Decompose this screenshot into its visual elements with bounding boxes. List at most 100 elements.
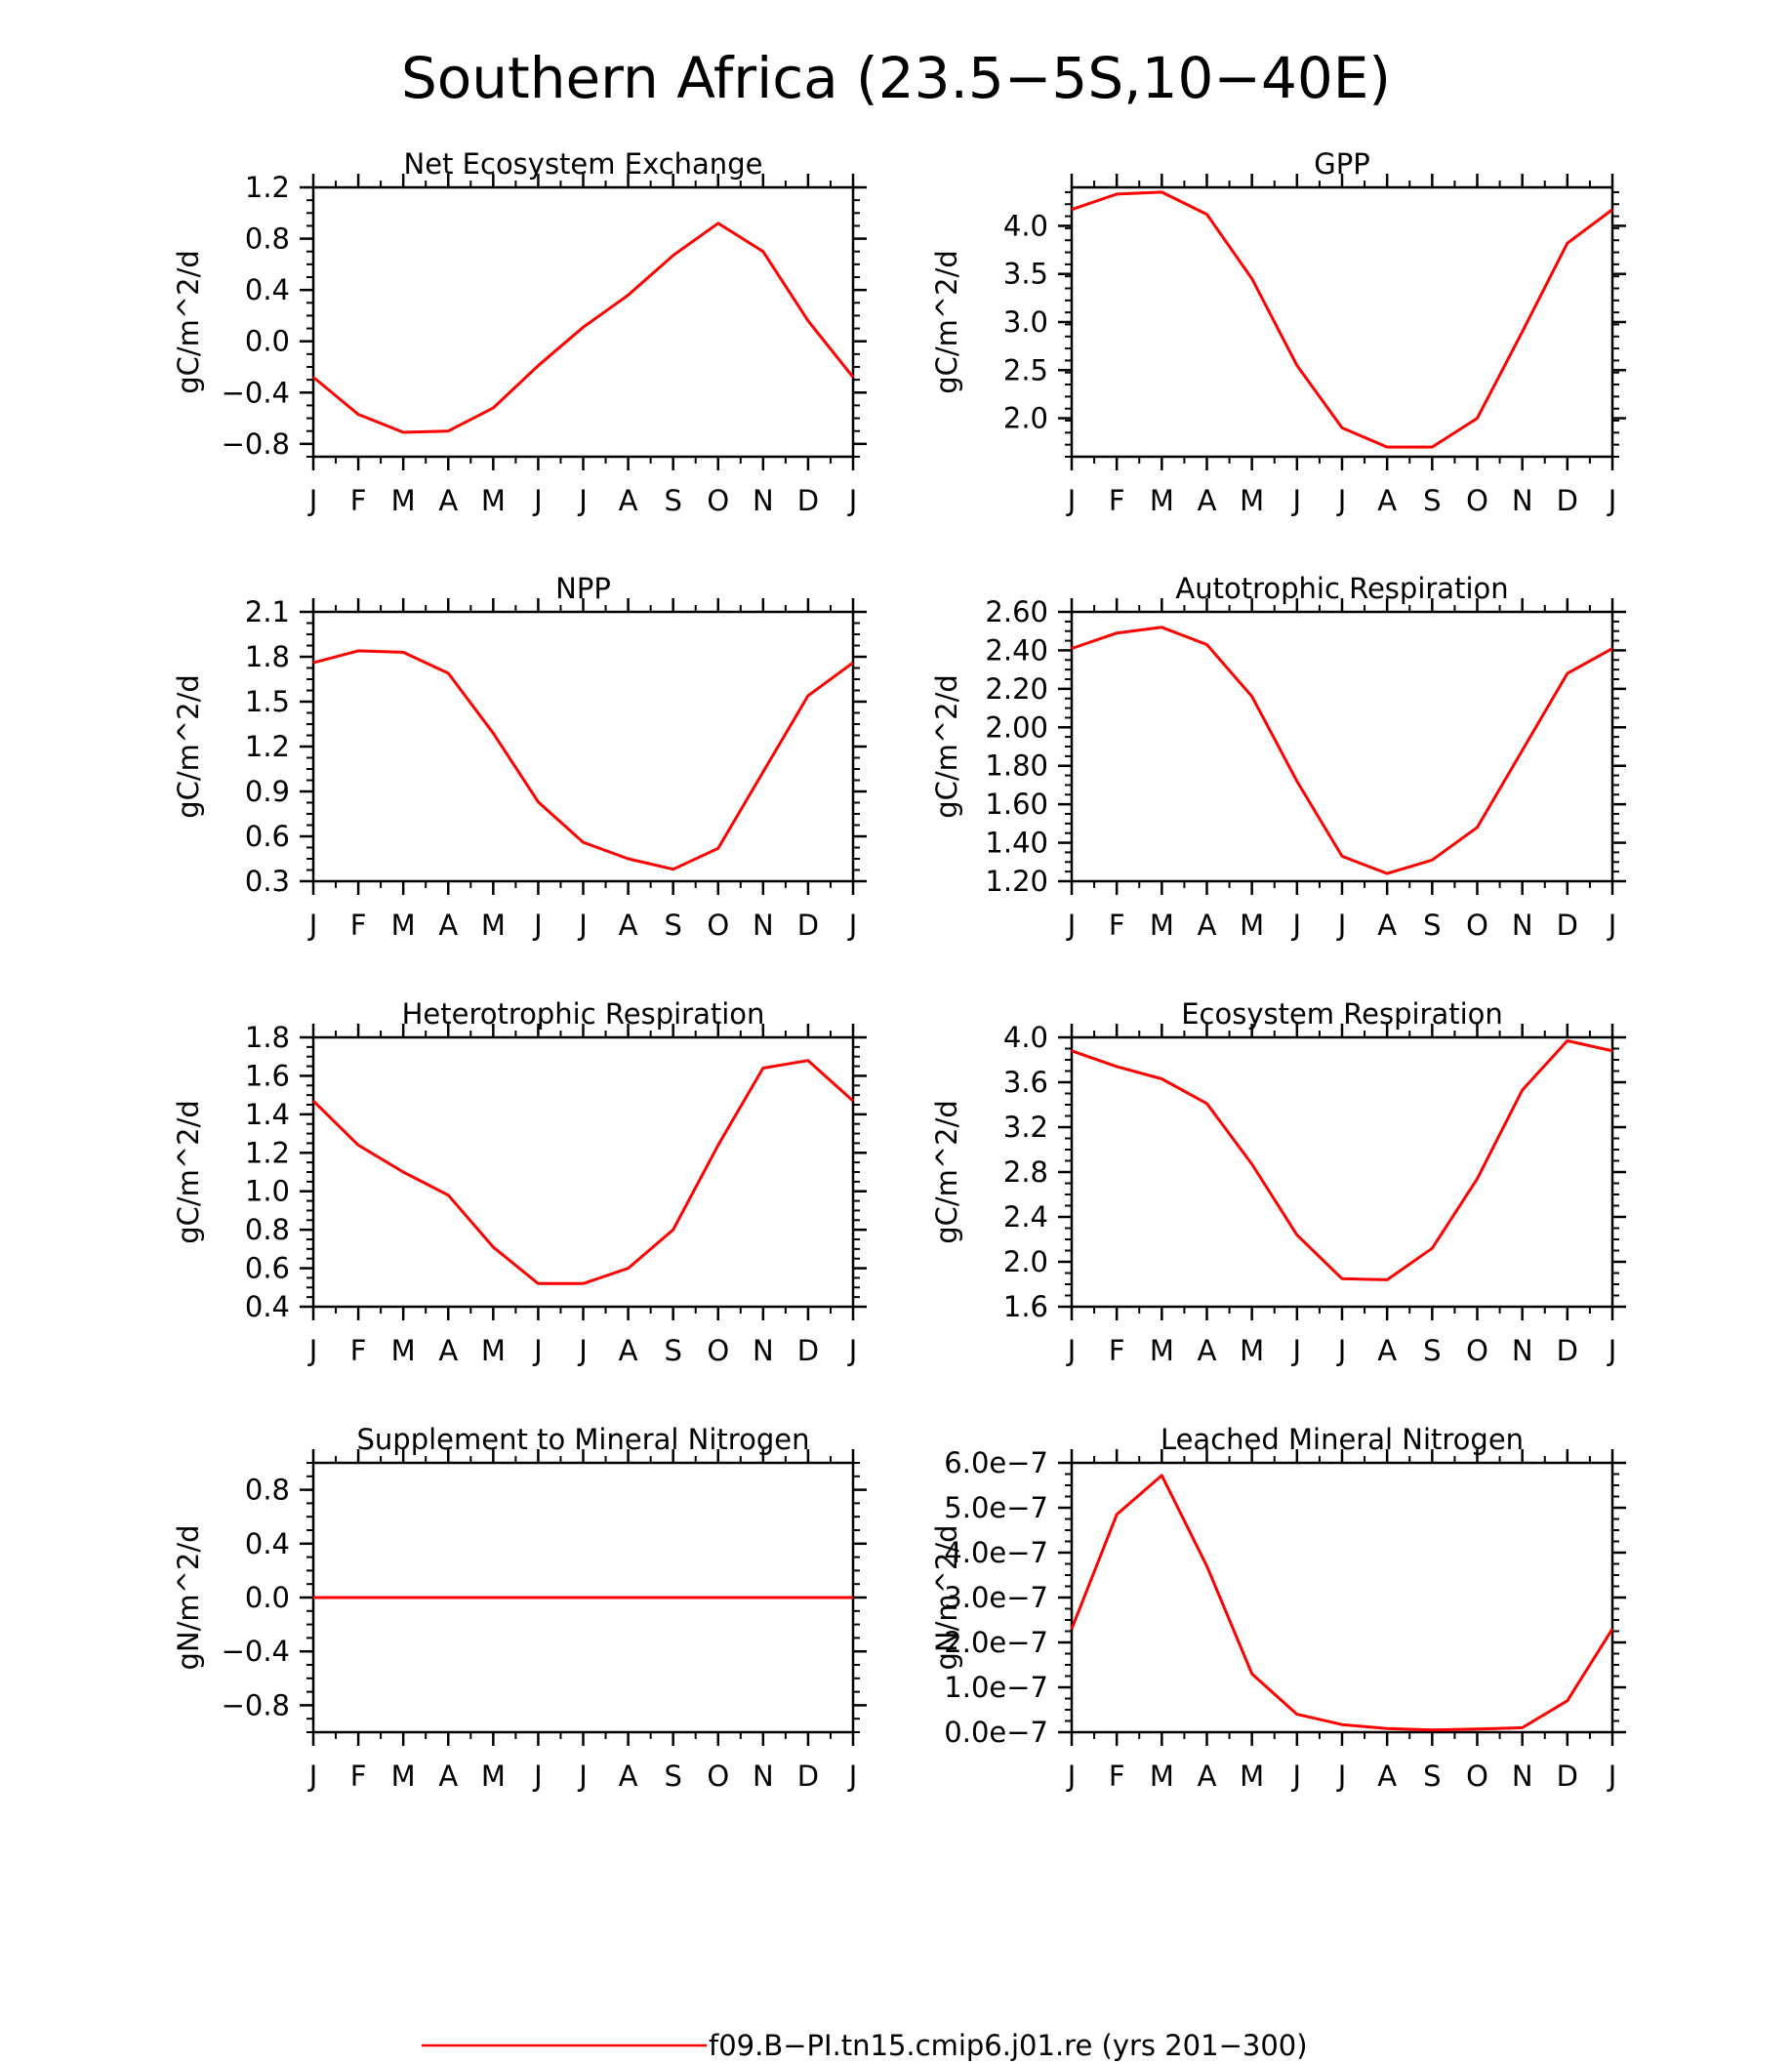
x-tick-label: A	[1198, 484, 1217, 517]
x-tick-label: J	[307, 909, 318, 942]
x-tick-label: A	[1198, 1334, 1217, 1367]
x-tick-label: N	[1512, 909, 1533, 942]
y-tick-label: 4.0	[1003, 209, 1048, 242]
x-tick-label: M	[1240, 909, 1264, 942]
y-tick-label: 1.2	[245, 171, 290, 204]
x-tick-label: A	[1377, 484, 1397, 517]
x-tick-label: F	[350, 484, 367, 517]
series-line	[1071, 1039, 1613, 1281]
y-tick-label: 0.0e−7	[944, 1716, 1048, 1749]
y-tick-label: 2.5	[1003, 353, 1048, 386]
x-tick-label: M	[1150, 909, 1174, 942]
x-tick-label: S	[1423, 909, 1441, 942]
y-tick-label: 1.60	[985, 788, 1048, 821]
y-tick-label: 3.6	[1003, 1066, 1048, 1099]
y-axis-label: gN/m^2/d	[930, 1524, 963, 1670]
x-tick-label: N	[753, 484, 774, 517]
y-tick-label: −0.4	[222, 1635, 290, 1668]
x-tick-label: J	[1066, 1760, 1077, 1793]
x-tick-label: J	[1066, 1334, 1077, 1367]
y-tick-label: 0.8	[245, 223, 290, 256]
y-tick-label: 1.80	[985, 749, 1048, 783]
y-tick-label: 0.4	[245, 1527, 290, 1560]
x-tick-label: D	[1557, 484, 1578, 517]
x-tick-label: J	[1066, 909, 1077, 942]
y-tick-label: 1.40	[985, 827, 1048, 860]
figure-title: Southern Africa (23.5−5S,10−40E)	[401, 45, 1391, 111]
x-tick-label: F	[1109, 484, 1125, 517]
y-axis-label: gC/m^2/d	[172, 674, 205, 819]
y-tick-label: 2.4	[1003, 1200, 1048, 1234]
y-tick-label: 1.8	[245, 1021, 290, 1054]
x-tick-label: O	[707, 484, 729, 517]
x-tick-label: A	[1377, 909, 1397, 942]
x-tick-label: M	[481, 1334, 506, 1367]
x-tick-label: S	[1423, 484, 1441, 517]
x-tick-label: M	[1150, 1334, 1174, 1367]
y-tick-label: 2.60	[985, 595, 1048, 628]
x-tick-label: M	[481, 909, 506, 942]
y-tick-label: 2.0e−7	[944, 1626, 1048, 1659]
y-tick-label: 0.0	[245, 325, 290, 358]
y-tick-label: 5.0e−7	[944, 1491, 1048, 1524]
y-tick-label: 1.5	[245, 685, 290, 718]
x-tick-label: J	[1607, 1760, 1617, 1793]
x-tick-label: O	[1466, 1334, 1488, 1367]
x-tick-label: F	[350, 1334, 367, 1367]
x-tick-label: M	[481, 1760, 506, 1793]
x-tick-label: J	[307, 1334, 318, 1367]
y-axis-label: gC/m^2/d	[930, 1100, 963, 1244]
x-tick-label: A	[438, 484, 458, 517]
x-tick-label: J	[1336, 484, 1347, 517]
x-tick-label: J	[1607, 909, 1617, 942]
x-tick-label: M	[1150, 1760, 1174, 1793]
x-tick-label: J	[847, 1760, 858, 1793]
x-tick-label: F	[1109, 1760, 1125, 1793]
y-axis-label: gC/m^2/d	[930, 674, 963, 819]
y-tick-label: 0.4	[245, 273, 290, 306]
y-tick-label: 1.0	[245, 1175, 290, 1208]
x-tick-label: J	[1291, 909, 1302, 942]
x-tick-label: A	[619, 1334, 638, 1367]
x-tick-label: J	[577, 484, 588, 517]
x-tick-label: S	[664, 1760, 681, 1793]
x-tick-label: J	[1336, 1334, 1347, 1367]
y-axis-label: gC/m^2/d	[172, 250, 205, 394]
x-tick-label: J	[577, 1334, 588, 1367]
x-tick-label: D	[797, 1760, 819, 1793]
x-tick-label: N	[753, 909, 774, 942]
x-tick-label: F	[350, 1760, 367, 1793]
y-tick-label: 2.40	[985, 633, 1048, 667]
x-tick-label: M	[1240, 1334, 1264, 1367]
y-tick-label: 1.2	[245, 1136, 290, 1169]
x-tick-label: D	[1557, 909, 1578, 942]
y-tick-label: 1.20	[985, 865, 1048, 898]
x-tick-label: F	[1109, 1334, 1125, 1367]
x-tick-label: A	[438, 909, 458, 942]
x-tick-label: S	[664, 909, 681, 942]
y-tick-label: 1.8	[245, 640, 290, 673]
x-tick-label: D	[797, 1334, 819, 1367]
x-tick-label: S	[1423, 1334, 1441, 1367]
x-tick-label: J	[1607, 1334, 1617, 1367]
x-tick-label: O	[707, 909, 729, 942]
x-tick-label: J	[577, 1760, 588, 1793]
x-tick-label: M	[1150, 484, 1174, 517]
y-tick-label: 1.6	[1003, 1290, 1048, 1323]
y-tick-label: −0.8	[222, 427, 290, 461]
x-tick-label: J	[1291, 1334, 1302, 1367]
y-tick-label: 0.4	[245, 1290, 290, 1323]
x-tick-label: O	[1466, 1760, 1488, 1793]
x-tick-label: J	[1336, 909, 1347, 942]
x-tick-label: M	[391, 484, 416, 517]
x-tick-label: J	[1291, 1760, 1302, 1793]
x-tick-label: M	[1240, 484, 1264, 517]
x-tick-label: A	[1377, 1334, 1397, 1367]
x-tick-label: N	[1512, 1760, 1533, 1793]
y-tick-label: 2.0	[1003, 402, 1048, 435]
x-tick-label: A	[619, 1760, 638, 1793]
y-tick-label: 6.0e−7	[944, 1446, 1048, 1479]
